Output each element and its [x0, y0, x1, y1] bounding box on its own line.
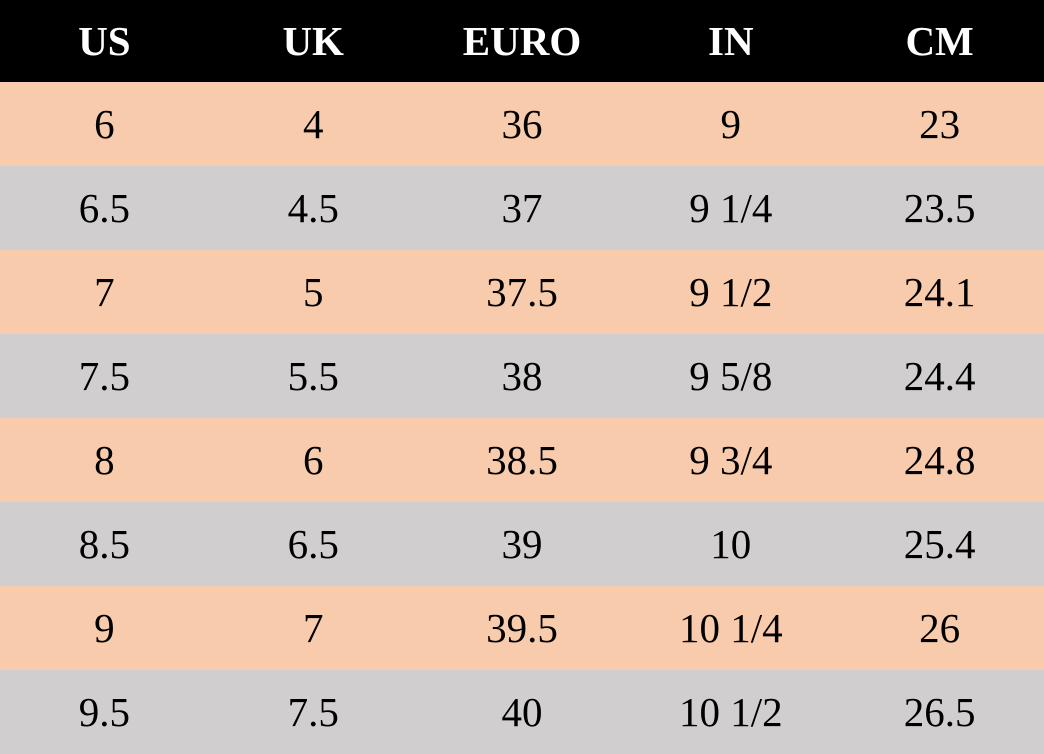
header-us: US: [0, 0, 209, 82]
cell-in: 10: [626, 502, 836, 586]
cell-euro: 37: [417, 166, 627, 250]
cell-euro: 37.5: [417, 250, 627, 334]
cell-cm: 24.8: [835, 418, 1044, 502]
cell-euro: 36: [417, 82, 627, 166]
table-row: 8 6 38.5 9 3/4 24.8: [0, 418, 1044, 502]
cell-euro: 38.5: [417, 418, 627, 502]
cell-us: 9.5: [0, 670, 209, 754]
cell-in: 9 5/8: [626, 334, 836, 418]
cell-euro: 40: [417, 670, 627, 754]
cell-cm: 24.1: [835, 250, 1044, 334]
cell-us: 9: [0, 586, 209, 670]
header-cm: CM: [835, 0, 1044, 82]
cell-in: 9 1/2: [626, 250, 836, 334]
cell-cm: 24.4: [835, 334, 1044, 418]
cell-cm: 23.5: [835, 166, 1044, 250]
cell-us: 6: [0, 82, 209, 166]
cell-in: 9 1/4: [626, 166, 836, 250]
table-row: 6.5 4.5 37 9 1/4 23.5: [0, 166, 1044, 250]
cell-uk: 7: [208, 586, 418, 670]
header-euro: EURO: [417, 0, 627, 82]
cell-us: 8.5: [0, 502, 209, 586]
cell-us: 7: [0, 250, 209, 334]
table-row: 9 7 39.5 10 1/4 26: [0, 586, 1044, 670]
header-in: IN: [626, 0, 836, 82]
cell-in: 10 1/2: [626, 670, 836, 754]
cell-in: 10 1/4: [626, 586, 836, 670]
cell-cm: 23: [835, 82, 1044, 166]
cell-cm: 25.4: [835, 502, 1044, 586]
table-row: 6 4 36 9 23: [0, 82, 1044, 166]
cell-euro: 38: [417, 334, 627, 418]
table-row: 9.5 7.5 40 10 1/2 26.5: [0, 670, 1044, 754]
cell-uk: 5.5: [208, 334, 418, 418]
cell-uk: 6: [208, 418, 418, 502]
cell-us: 8: [0, 418, 209, 502]
header-row: US UK EURO IN CM: [0, 0, 1044, 82]
table-row: 7.5 5.5 38 9 5/8 24.4: [0, 334, 1044, 418]
cell-in: 9 3/4: [626, 418, 836, 502]
cell-us: 7.5: [0, 334, 209, 418]
table-row: 7 5 37.5 9 1/2 24.1: [0, 250, 1044, 334]
cell-uk: 7.5: [208, 670, 418, 754]
cell-uk: 6.5: [208, 502, 418, 586]
cell-uk: 4.5: [208, 166, 418, 250]
cell-cm: 26: [835, 586, 1044, 670]
cell-euro: 39: [417, 502, 627, 586]
cell-uk: 5: [208, 250, 418, 334]
cell-us: 6.5: [0, 166, 209, 250]
cell-uk: 4: [208, 82, 418, 166]
cell-euro: 39.5: [417, 586, 627, 670]
cell-cm: 26.5: [835, 670, 1044, 754]
table-body: 6 4 36 9 23 6.5 4.5 37 9 1/4 23.5 7 5 37.5 9 1/2 24.1 7…: [0, 82, 1044, 754]
table-row: 8.5 6.5 39 10 25.4: [0, 502, 1044, 586]
cell-in: 9: [626, 82, 836, 166]
header-uk: UK: [208, 0, 418, 82]
